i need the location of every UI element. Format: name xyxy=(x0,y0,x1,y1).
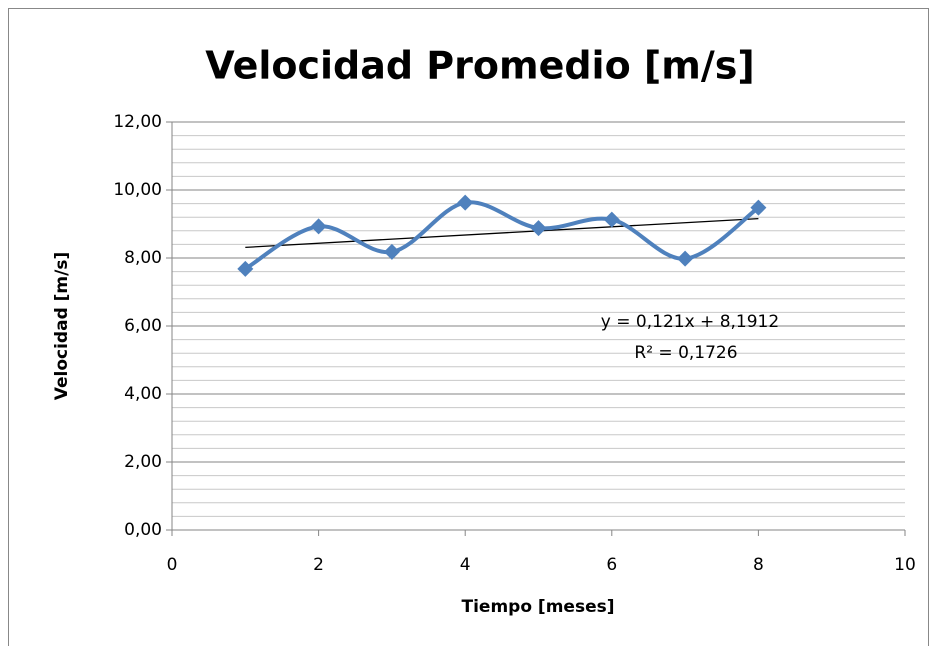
y-tick-label: 6,00 xyxy=(124,316,162,336)
x-tick-label: 10 xyxy=(894,555,916,575)
point-marker xyxy=(383,243,400,260)
point-marker xyxy=(237,260,254,277)
trendline xyxy=(245,217,759,249)
chart-title: Velocidad Promedio [m/s] xyxy=(205,44,755,88)
x-tick-label: 4 xyxy=(460,555,471,575)
chart-border xyxy=(8,8,929,646)
x-tick-label: 6 xyxy=(606,555,617,575)
x-axis-label: Tiempo [meses] xyxy=(462,597,615,617)
y-tick-label: 8,00 xyxy=(124,248,162,268)
trendline-r-squared: R² = 0,1726 xyxy=(634,343,737,363)
x-tick-label: 2 xyxy=(313,555,324,575)
point-marker xyxy=(530,220,547,237)
trendline-equation: y = 0,121x + 8,1912 xyxy=(601,312,779,332)
x-tick-label: 8 xyxy=(753,555,764,575)
y-axis-label: Velocidad [m/s] xyxy=(52,252,72,400)
y-tick-label: 12,00 xyxy=(113,112,162,132)
point-marker xyxy=(677,250,694,267)
point-marker xyxy=(603,211,620,228)
point-marker xyxy=(457,194,474,211)
point-marker xyxy=(750,199,767,216)
y-tick-label: 10,00 xyxy=(113,180,162,200)
y-tick-label: 0,00 xyxy=(124,520,162,540)
x-tick-label: 0 xyxy=(167,555,178,575)
y-tick-label: 2,00 xyxy=(124,452,162,472)
y-tick-label: 4,00 xyxy=(124,384,162,404)
point-marker xyxy=(310,218,327,235)
